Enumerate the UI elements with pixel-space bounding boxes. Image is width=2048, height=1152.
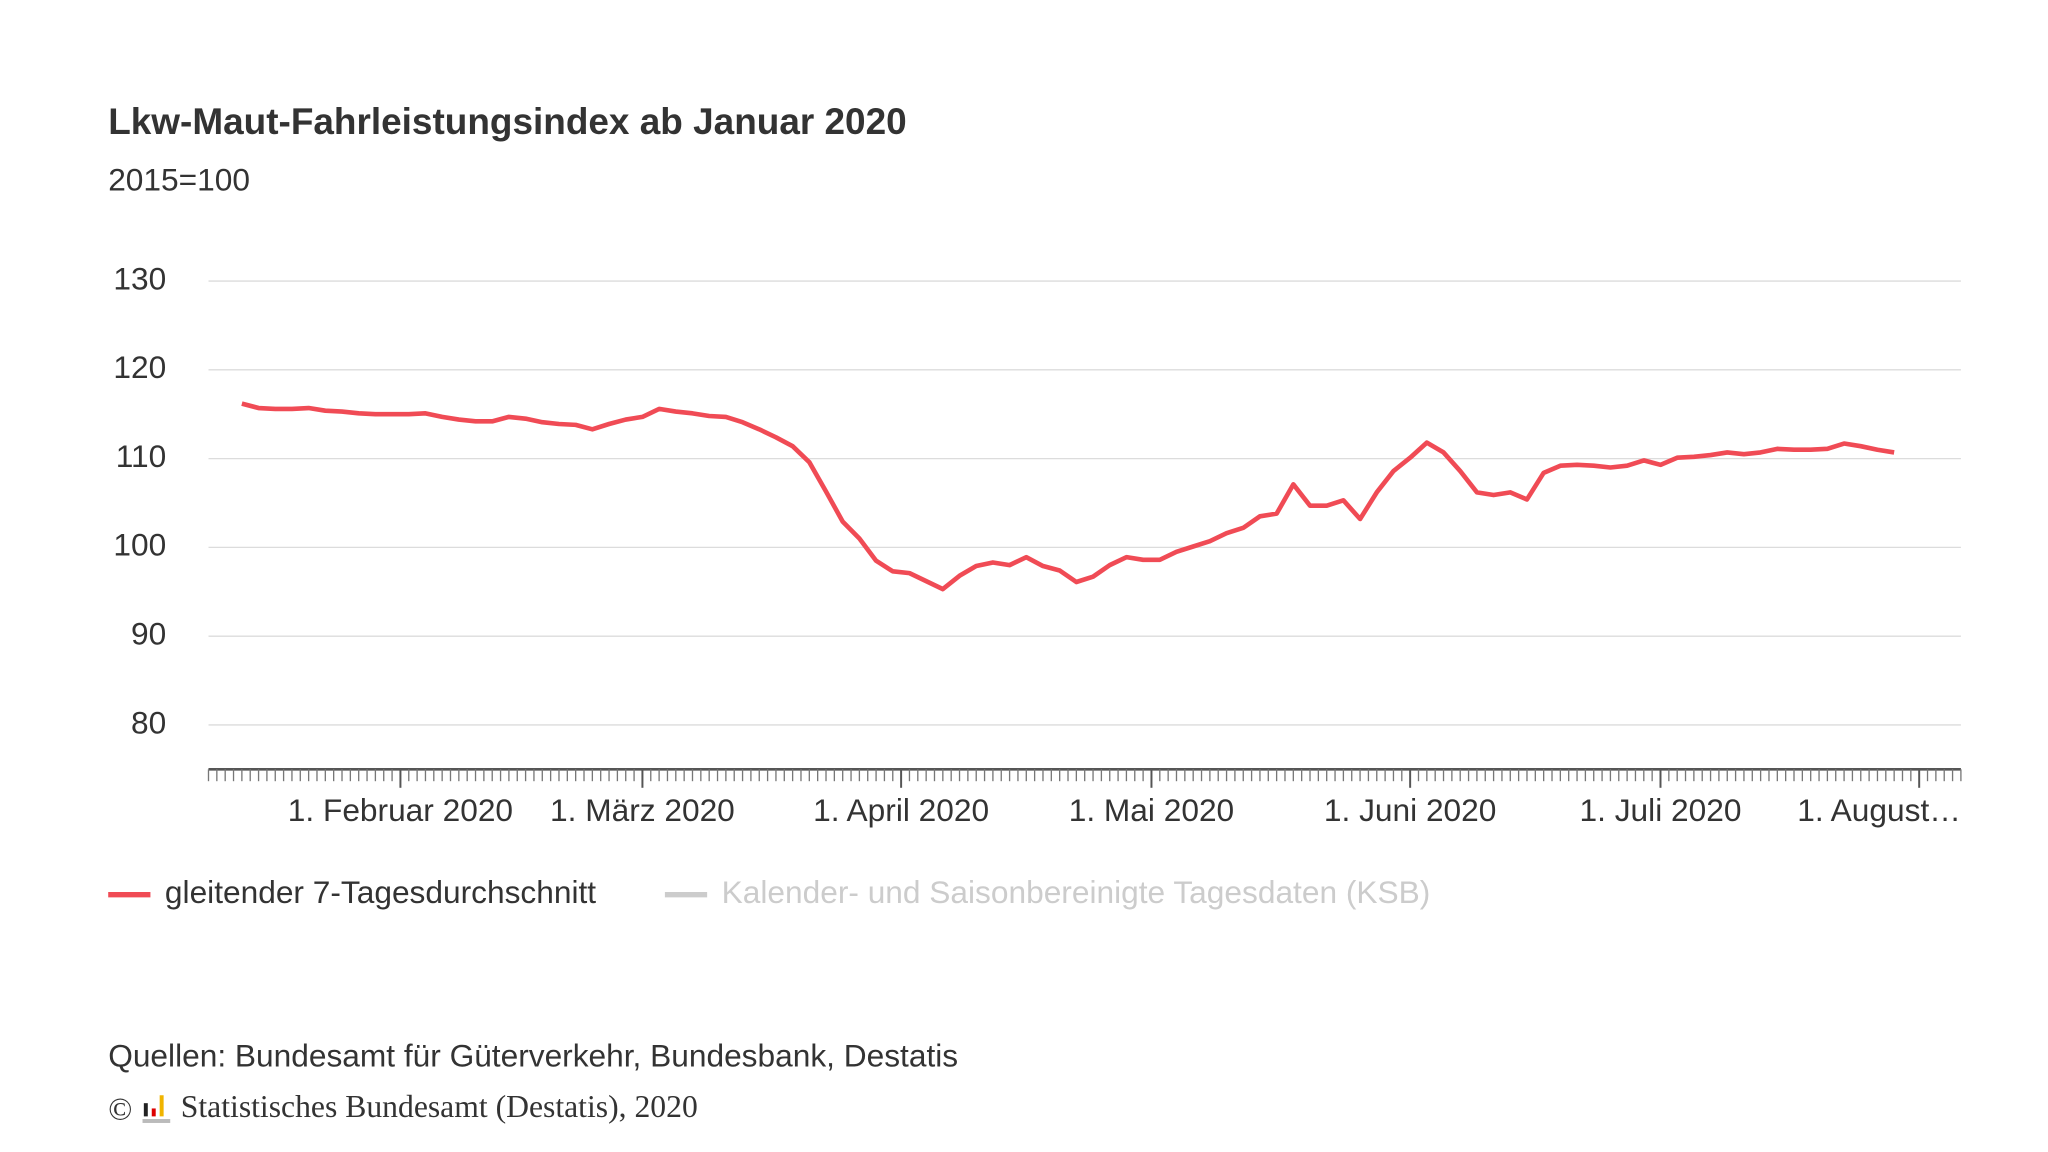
- y-tick-label: 110: [116, 438, 166, 474]
- x-tick-label: 1. Mai 2020: [1069, 792, 1234, 828]
- x-tick-label: 1. August…: [1797, 792, 1961, 828]
- legend-label: Kalender- und Saisonbereinigte Tagesdate…: [722, 874, 1431, 910]
- x-tick-label: 1. Juli 2020: [1580, 792, 1742, 828]
- chart-title: Lkw-Maut-Fahrleistungsindex ab Januar 20…: [108, 101, 906, 142]
- source: Quellen: Bundesamt für Güterverkehr, Bun…: [108, 1038, 958, 1074]
- x-tick-label: 1. März 2020: [550, 792, 735, 828]
- copyright: Statistisches Bundesamt (Destatis), 2020: [181, 1089, 698, 1124]
- copyright-symbol: ©: [108, 1092, 132, 1127]
- x-tick-label: 1. Juni 2020: [1324, 792, 1496, 828]
- x-tick-label: 1. April 2020: [813, 792, 989, 828]
- logo: [142, 1095, 171, 1123]
- y-tick-label: 100: [113, 527, 166, 563]
- y-tick-label: 130: [113, 260, 166, 296]
- y-tick-label: 90: [131, 616, 166, 652]
- y-tick-label: 120: [113, 349, 166, 385]
- legend-label: gleitender 7-Tagesdurchschnitt: [165, 874, 596, 910]
- chart-subtitle: 2015=100: [108, 161, 250, 197]
- y-tick-label: 80: [131, 704, 166, 740]
- x-tick-label: 1. Februar 2020: [288, 792, 513, 828]
- data-line: [241, 401, 1895, 592]
